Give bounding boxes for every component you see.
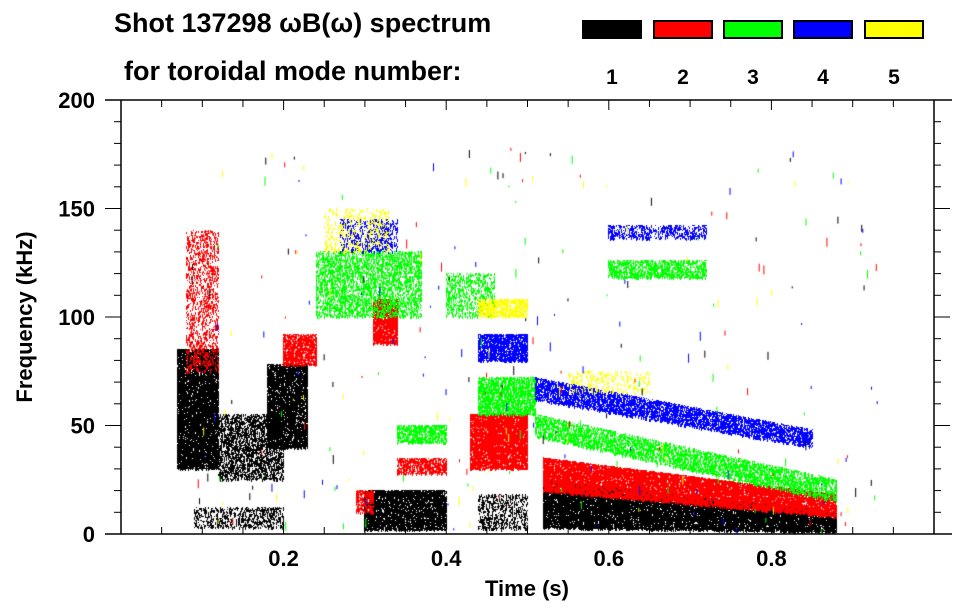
x-tick-label: 0.2 [268,546,299,571]
legend-label-mode-2: 2 [677,66,689,89]
y-tick-label: 200 [58,88,95,113]
legend-swatch-mode-1 [582,20,642,39]
legend-swatch-mode-2 [653,20,713,39]
x-tick-labels: 0.2 0.4 0.6 0.8 [268,546,786,571]
legend-label-mode-5: 5 [888,66,900,89]
legend-label-mode-4: 4 [817,66,829,89]
axes [105,99,952,535]
legend-swatch-mode-5 [864,20,924,39]
legend-swatch-mode-4 [793,20,853,39]
spectrogram-image-area [121,100,934,534]
y-tick-label: 0 [83,522,95,547]
y-tick-label: 150 [58,197,95,222]
x-tick-label: 0.6 [594,546,625,571]
legend-label-mode-3: 3 [747,66,759,89]
chart-title-line1: Shot 137298 ωB(ω) spectrum [114,8,492,38]
legend-label-mode-1: 1 [606,66,618,89]
spectrogram-canvas [121,100,934,534]
y-axis-title: Frequency (kHz) [12,231,37,402]
chart-title-line2: for toroidal mode number: [124,56,462,86]
x-tick-label: 0.4 [431,546,462,571]
y-tick-label: 100 [58,305,95,330]
x-tick-label: 0.8 [756,546,787,571]
x-axis-title: Time (s) [485,576,569,601]
y-tick-labels: 0 50 100 150 200 [58,88,95,547]
legend-swatch-mode-3 [723,20,783,39]
y-tick-label: 50 [71,414,95,439]
